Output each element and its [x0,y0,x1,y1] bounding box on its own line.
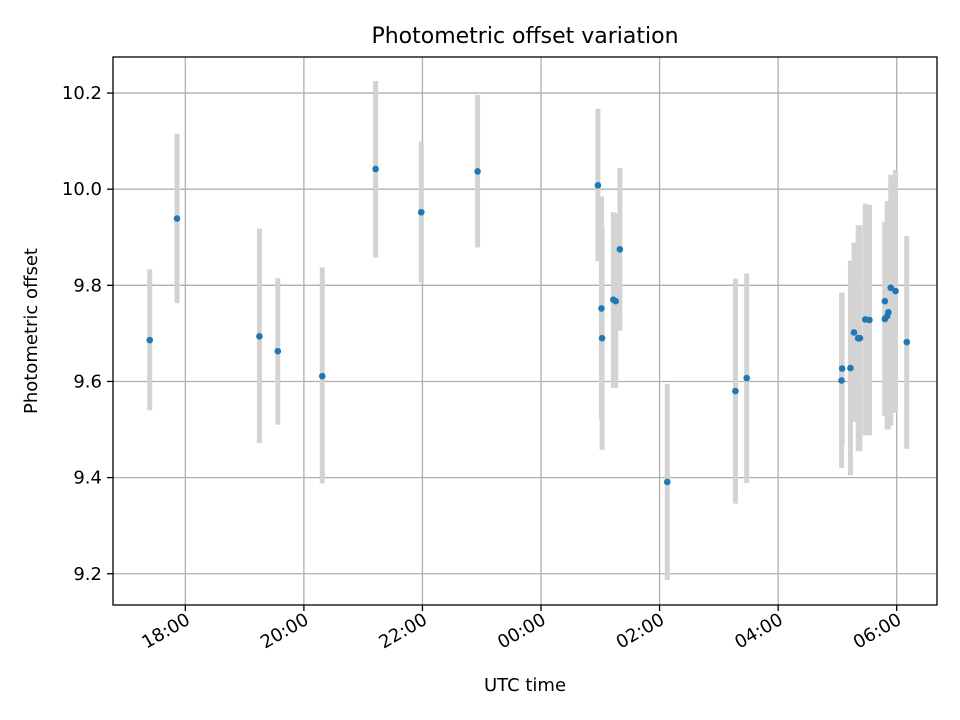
data-point [838,365,846,372]
data-point [256,332,263,340]
data-point [838,377,845,384]
chart-title: Photometric offset variation [371,24,678,49]
data-point [274,347,282,355]
data-point [318,372,326,380]
data-point [663,478,671,486]
data-point [881,297,889,305]
y-axis-label: Photometric offset [21,248,42,414]
data-point [850,329,858,336]
y-tick-label: 10.0 [62,179,102,200]
data-point [732,387,739,395]
data-point [598,305,605,312]
y-tick-label: 9.6 [73,371,102,392]
y-tick-label: 9.4 [73,468,102,489]
data-point [856,334,864,342]
data-point [598,334,606,342]
x-axis-label: UTC time [484,675,566,696]
data-point [885,308,892,316]
data-point [743,374,751,382]
y-tick-label: 9.2 [73,564,102,585]
plot-frame [112,56,938,606]
data-point [594,182,602,189]
data-point [892,287,899,295]
data-point [847,364,854,372]
y-tick-label: 9.8 [73,275,102,296]
data-point [866,316,873,324]
data-point [612,297,619,305]
data-point [146,336,154,344]
data-point [616,245,624,253]
data-point [903,338,911,346]
data-point [474,168,481,175]
data-point [887,284,895,292]
data-point [372,165,379,173]
data-point [417,208,425,216]
data-point [173,215,181,222]
y-tick-label: 10.2 [62,83,102,104]
data-points [146,165,911,486]
